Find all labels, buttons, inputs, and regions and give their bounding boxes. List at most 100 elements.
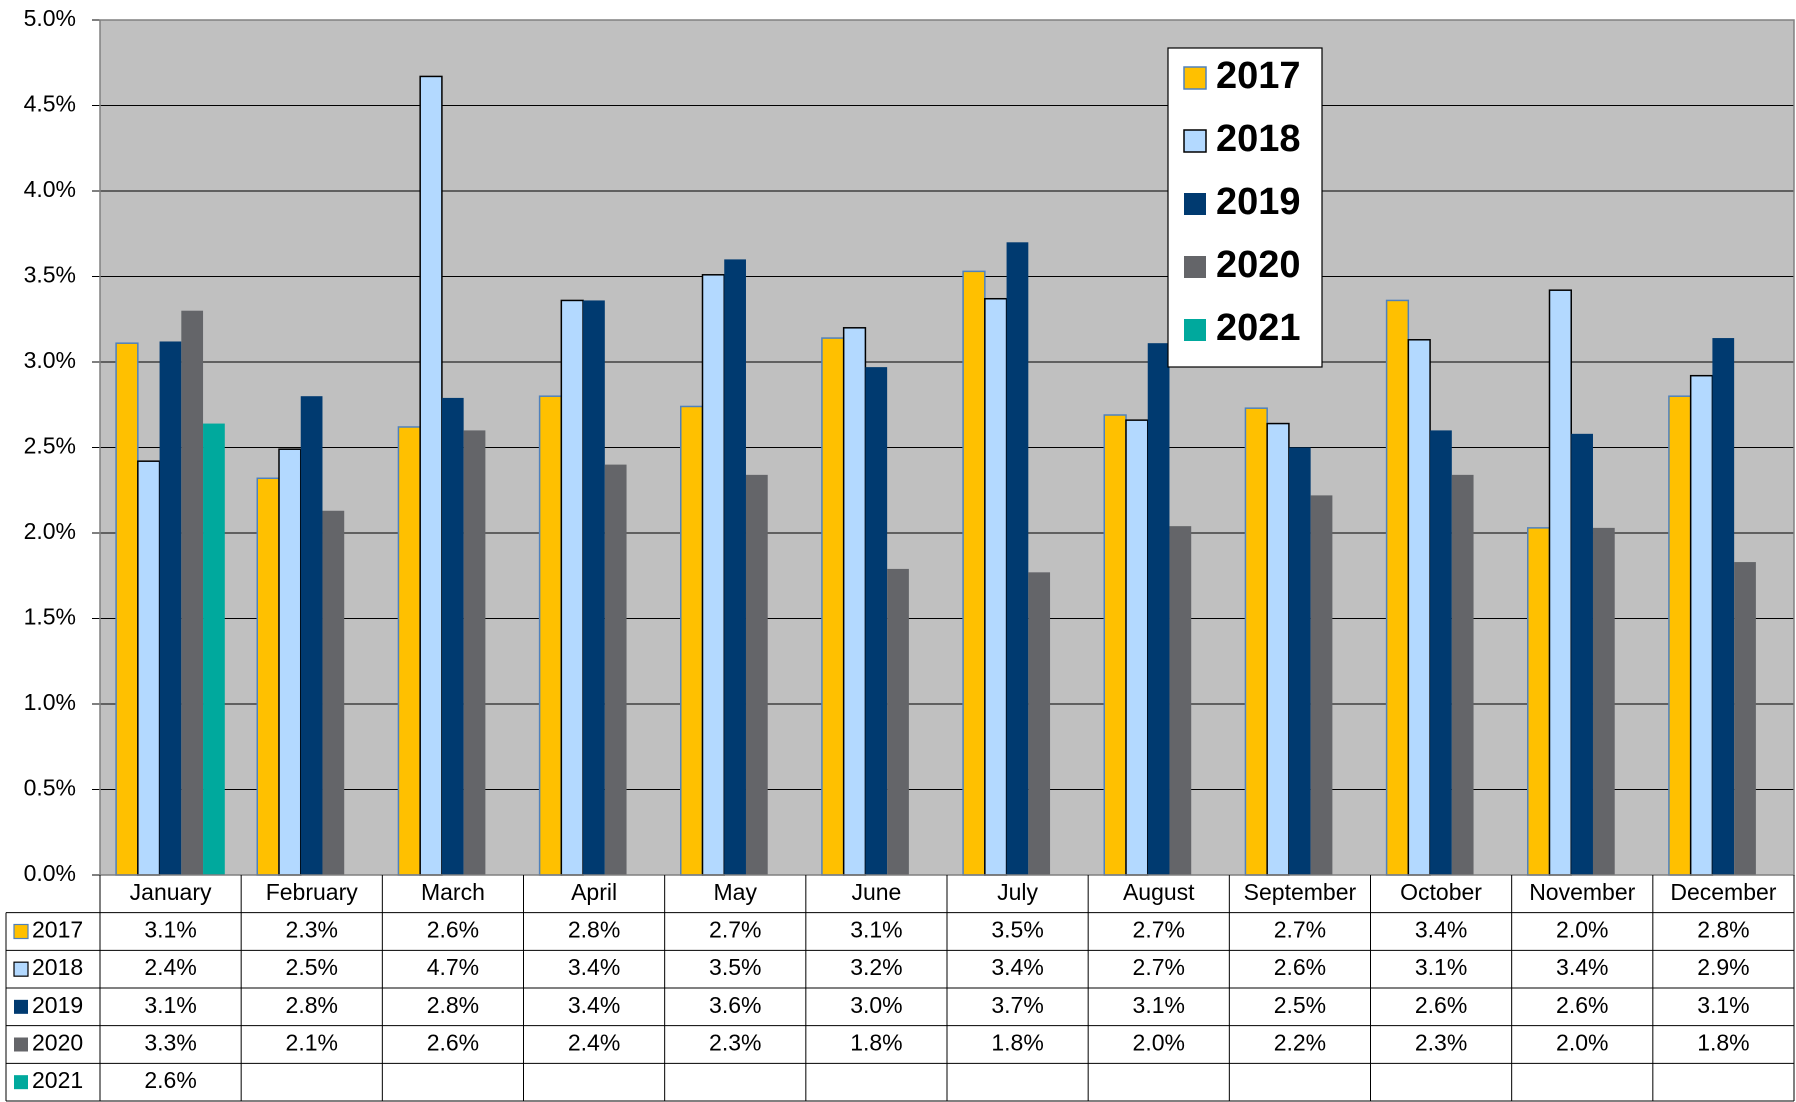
- data-label: 2.3%: [1415, 1030, 1467, 1056]
- legend-key: [1183, 129, 1207, 153]
- legend-label: 2021: [1216, 307, 1301, 349]
- bar: [1288, 447, 1311, 875]
- data-label: 2.3%: [286, 917, 338, 943]
- legend-label: 2018: [1216, 118, 1301, 160]
- y-tick-label: 4.0%: [24, 176, 76, 202]
- data-label: 3.2%: [850, 954, 902, 980]
- data-label: 2.4%: [568, 1030, 620, 1056]
- bar: [1385, 299, 1410, 876]
- data-label: 2.7%: [1274, 917, 1326, 943]
- bar: [1734, 562, 1756, 875]
- bar: [115, 342, 139, 876]
- x-tick-label: January: [130, 879, 212, 905]
- y-tick-label: 1.0%: [24, 689, 76, 715]
- data-label: 3.4%: [991, 954, 1043, 980]
- bar: [1571, 433, 1593, 875]
- data-label: 2.7%: [709, 917, 761, 943]
- x-tick-label: March: [421, 879, 485, 905]
- data-label: 2.6%: [144, 1067, 196, 1093]
- x-tick-label: December: [1670, 879, 1776, 905]
- series-name: 2019: [32, 992, 83, 1018]
- legend-label: 2020: [1216, 244, 1301, 286]
- y-tick-label: 0.5%: [24, 775, 76, 801]
- bar: [887, 568, 909, 875]
- bar: [203, 423, 225, 875]
- bar: [745, 474, 768, 875]
- data-label: 3.4%: [568, 992, 620, 1018]
- legend-key: [1184, 256, 1206, 278]
- data-label: 3.1%: [1697, 992, 1749, 1018]
- bar: [1244, 407, 1268, 876]
- bar: [441, 397, 464, 875]
- data-label: 3.7%: [991, 992, 1043, 1018]
- bar: [1028, 572, 1051, 875]
- bar: [1548, 289, 1572, 876]
- legend-key: [14, 1037, 28, 1052]
- y-tick-label: 2.0%: [24, 518, 76, 544]
- bar: [1689, 374, 1714, 876]
- data-label: 1.8%: [850, 1030, 902, 1056]
- data-label: 1.8%: [991, 1030, 1043, 1056]
- bar: [1169, 526, 1192, 875]
- data-label: 2.3%: [709, 1030, 761, 1056]
- data-label: 1.8%: [1697, 1030, 1749, 1056]
- data-label: 3.6%: [709, 992, 761, 1018]
- series-name: 2018: [32, 954, 83, 980]
- bar: [1430, 430, 1452, 875]
- data-label: 2.7%: [1133, 917, 1185, 943]
- data-label: 2.7%: [1133, 954, 1185, 980]
- bar: [1407, 339, 1431, 876]
- bar: [181, 310, 204, 875]
- data-label: 2.5%: [1274, 992, 1326, 1018]
- x-tick-label: July: [997, 879, 1038, 905]
- bar: [1147, 343, 1170, 875]
- legend-label: 2019: [1216, 181, 1301, 223]
- y-tick-label: 2.5%: [24, 433, 76, 459]
- bar: [1527, 527, 1551, 876]
- bar: [1103, 414, 1127, 876]
- data-label: 2.6%: [427, 917, 479, 943]
- x-tick-label: November: [1529, 879, 1635, 905]
- x-tick-label: October: [1400, 879, 1482, 905]
- data-label: 2.1%: [286, 1030, 338, 1056]
- bar: [1125, 419, 1149, 876]
- data-label: 2.8%: [286, 992, 338, 1018]
- bar: [137, 460, 161, 876]
- bar: [1006, 242, 1029, 876]
- data-label: 4.7%: [427, 954, 479, 980]
- data-label: 3.1%: [1415, 954, 1467, 980]
- data-label: 3.1%: [144, 917, 196, 943]
- legend-key: [13, 923, 29, 940]
- legend-key: [1183, 66, 1207, 90]
- data-label: 2.6%: [1274, 954, 1326, 980]
- y-tick-label: 5.0%: [24, 5, 76, 31]
- bar: [278, 448, 302, 876]
- bar: [322, 510, 345, 875]
- series-name: 2017: [32, 917, 83, 943]
- data-label: 2.5%: [286, 954, 338, 980]
- bar: [538, 395, 563, 876]
- data-label: 3.0%: [850, 992, 902, 1018]
- bar: [724, 259, 746, 875]
- y-tick-label: 0.0%: [24, 860, 76, 886]
- bar: [821, 337, 845, 876]
- data-label: 2.8%: [568, 917, 620, 943]
- data-label: 3.5%: [991, 917, 1043, 943]
- x-tick-label: June: [851, 879, 901, 905]
- bar: [962, 270, 986, 876]
- x-tick-label: May: [714, 879, 758, 905]
- data-label: 3.1%: [1133, 992, 1185, 1018]
- bar: [1266, 422, 1290, 876]
- data-label: 3.4%: [568, 954, 620, 980]
- bar: [984, 297, 1008, 876]
- data-label: 2.6%: [1556, 992, 1608, 1018]
- y-tick-label: 4.5%: [24, 91, 76, 117]
- x-tick-label: February: [266, 879, 359, 905]
- bar: [583, 300, 605, 875]
- bar: [397, 426, 421, 876]
- bar: [1712, 338, 1735, 875]
- data-label: 2.6%: [427, 1030, 479, 1056]
- data-label: 2.2%: [1274, 1030, 1326, 1056]
- x-tick-label: August: [1123, 879, 1195, 905]
